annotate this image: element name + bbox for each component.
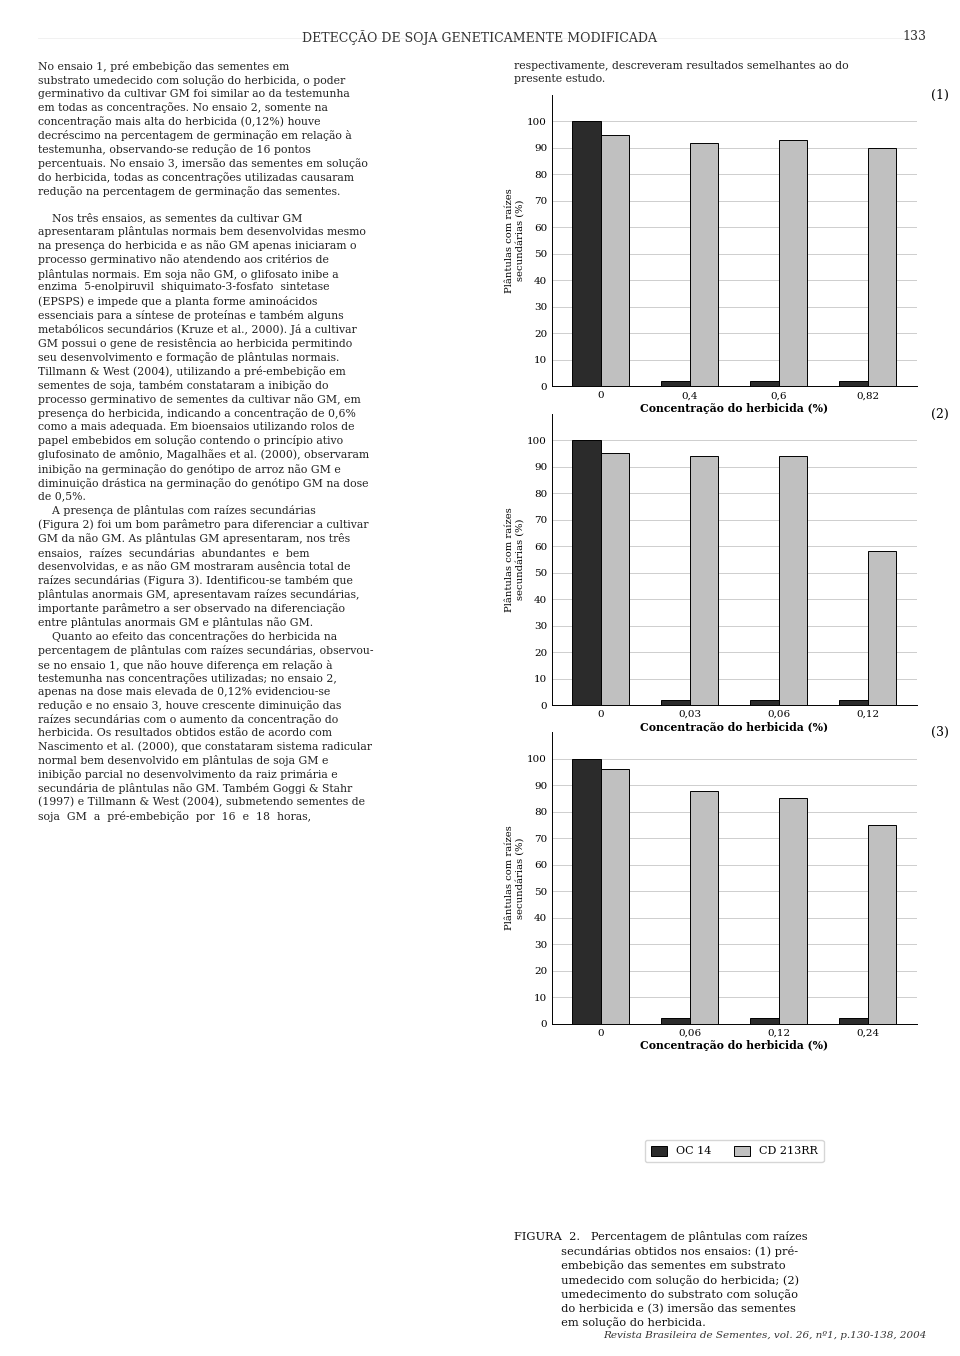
Bar (572, 759, 601, 1024)
X-axis label: Concentração do herbicida (%): Concentração do herbicida (%) (640, 721, 828, 732)
Text: DETECÇÃO DE SOJA GENETICAMENTE MODIFICADA: DETECÇÃO DE SOJA GENETICAMENTE MODIFICAD… (302, 30, 658, 45)
Bar (661, 1018, 690, 1024)
Bar (661, 381, 690, 386)
Bar (839, 381, 868, 386)
Legend: OC 14, CD 213RR: OC 14, CD 213RR (645, 1140, 824, 1162)
Bar (839, 1018, 868, 1024)
Bar (779, 799, 807, 1024)
Bar (751, 700, 779, 705)
Text: (2): (2) (931, 408, 949, 420)
Y-axis label: Plântulas com raízes
secundárias (%): Plântulas com raízes secundárias (%) (505, 826, 524, 930)
Text: (3): (3) (931, 727, 949, 739)
Bar (868, 552, 897, 705)
X-axis label: Concentração do herbicida (%): Concentração do herbicida (%) (640, 1040, 828, 1051)
Bar (601, 453, 630, 705)
Bar (751, 1018, 779, 1024)
Bar (868, 824, 897, 1024)
Bar (751, 381, 779, 386)
Bar (601, 769, 630, 1024)
Text: Revista Brasileira de Sementes, vol. 26, nº1, p.130-138, 2004: Revista Brasileira de Sementes, vol. 26,… (603, 1330, 926, 1340)
Text: No ensaio 1, pré embebição das sementes em
substrato umedecido com solução do he: No ensaio 1, pré embebição das sementes … (38, 61, 373, 822)
Text: FIGURA  2.   Percentagem de plântulas com raízes
             secundárias obtido: FIGURA 2. Percentagem de plântulas com r… (514, 1231, 807, 1329)
Y-axis label: Plântulas com raízes
secundárias (%): Plântulas com raízes secundárias (%) (505, 188, 524, 293)
Bar (661, 700, 690, 705)
Bar (868, 148, 897, 386)
Y-axis label: Plântulas com raízes
secundárias (%): Plântulas com raízes secundárias (%) (505, 507, 524, 612)
Bar (779, 140, 807, 386)
Text: (1): (1) (931, 89, 949, 102)
Text: respectivamente, descreveram resultados semelhantes ao do
presente estudo.: respectivamente, descreveram resultados … (514, 61, 849, 84)
X-axis label: Concentração do herbicida (%): Concentração do herbicida (%) (640, 403, 828, 414)
Bar (601, 134, 630, 386)
Bar (690, 456, 718, 705)
Bar (572, 122, 601, 386)
Text: 133: 133 (902, 30, 926, 43)
Bar (779, 456, 807, 705)
Bar (839, 700, 868, 705)
Bar (690, 791, 718, 1024)
Bar (572, 441, 601, 705)
Bar (690, 142, 718, 386)
